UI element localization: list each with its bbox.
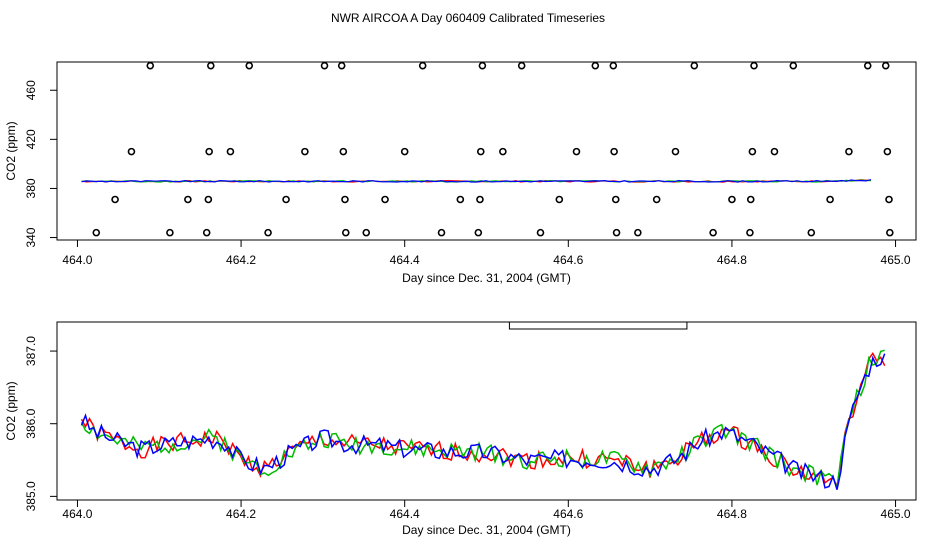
x-tick-label: 464.8 [717, 253, 747, 267]
data-point [709, 228, 717, 237]
data-point [634, 228, 642, 237]
data-point [339, 147, 348, 156]
data-point [750, 61, 758, 70]
data-point [728, 195, 736, 204]
data-point [499, 147, 507, 156]
series-line-blue [80, 353, 886, 490]
data-point [609, 61, 618, 70]
data-point [204, 195, 213, 204]
data-point [845, 147, 853, 156]
data-point [282, 195, 290, 204]
data-point [226, 147, 235, 156]
data-point [127, 147, 136, 156]
x-tick-label: 464.8 [717, 507, 747, 521]
data-point [437, 228, 446, 237]
series-line-green [80, 349, 885, 489]
data-point [748, 147, 757, 156]
y-tick-label: 460 [24, 80, 38, 100]
x-axis-title: Day since Dec. 31, 2004 (GMT) [402, 523, 571, 537]
x-tick-label: 464.0 [62, 253, 92, 267]
data-point [362, 228, 371, 237]
x-tick-label: 464.2 [226, 253, 256, 267]
data-point [474, 228, 483, 237]
data-point [320, 61, 329, 70]
y-axis-title: CO2 (ppm) [4, 121, 18, 180]
legend-box [508, 321, 688, 330]
y-tick-label: 420 [24, 129, 38, 149]
data-point [611, 195, 620, 204]
data-point [400, 147, 409, 156]
data-point [476, 195, 484, 204]
data-point [202, 228, 211, 237]
data-point [807, 228, 816, 237]
data-point [671, 147, 680, 156]
data-point [301, 147, 309, 156]
data-point [92, 228, 101, 237]
data-point [863, 61, 872, 70]
data-point [746, 228, 754, 237]
data-point [111, 195, 119, 204]
plot-frame [56, 61, 917, 241]
data-point [245, 61, 254, 70]
top-panel: 464.0 464.2 464.4 464.6 464.8 465.0 340 380 420 4… [4, 61, 917, 285]
x-tick-label: 464.0 [62, 507, 92, 521]
data-point [476, 147, 485, 156]
data-point [536, 228, 545, 237]
data-point [572, 147, 581, 156]
bottom-panel: 464.0 464.2 464.4 464.6 464.8 465.0 385.0 386.0… [4, 321, 917, 537]
y-tick-label: 385.0 [24, 481, 38, 511]
data-point [456, 195, 465, 204]
data-point [184, 195, 192, 204]
top-series-line [81, 179, 872, 183]
data-point [418, 61, 427, 70]
data-point [337, 61, 346, 70]
data-point [690, 61, 699, 70]
chart-title: NWR AIRCOA A Day 060409 Calibrated Times… [331, 11, 605, 25]
data-point [341, 195, 349, 204]
x-axis-title: Day since Dec. 31, 2004 (GMT) [402, 271, 571, 285]
data-point [264, 228, 272, 237]
data-point [652, 195, 661, 204]
series-line-red [80, 351, 886, 490]
x-tick-label: 465.0 [881, 507, 911, 521]
x-tick-label: 465.0 [881, 253, 911, 267]
x-tick-label: 464.6 [553, 253, 583, 267]
x-tick-label: 464.4 [390, 507, 420, 521]
data-point [205, 147, 213, 156]
data-point [555, 195, 564, 204]
data-point [885, 195, 893, 204]
data-point [746, 195, 755, 204]
data-point [381, 195, 389, 204]
data-point [881, 61, 890, 70]
data-point [826, 195, 834, 204]
data-point [517, 61, 526, 70]
data-point [789, 61, 798, 70]
data-point [207, 61, 215, 70]
plot-frame [56, 321, 917, 501]
data-point [591, 61, 600, 70]
data-point [341, 228, 350, 237]
data-point [883, 147, 892, 156]
y-axis-title: CO2 (ppm) [4, 381, 18, 440]
y-tick-label: 380 [24, 178, 38, 198]
data-point [166, 228, 174, 237]
y-tick-label: 387.0 [24, 336, 38, 366]
data-point [612, 228, 621, 237]
data-point [478, 61, 487, 70]
data-point [146, 61, 155, 70]
x-tick-label: 464.4 [390, 253, 420, 267]
data-point [770, 147, 779, 156]
x-tick-label: 464.2 [226, 507, 256, 521]
x-tick-label: 464.6 [553, 507, 583, 521]
y-tick-label: 340 [24, 227, 38, 247]
y-tick-label: 386.0 [24, 408, 38, 438]
data-point [610, 147, 618, 156]
data-point [886, 228, 894, 237]
